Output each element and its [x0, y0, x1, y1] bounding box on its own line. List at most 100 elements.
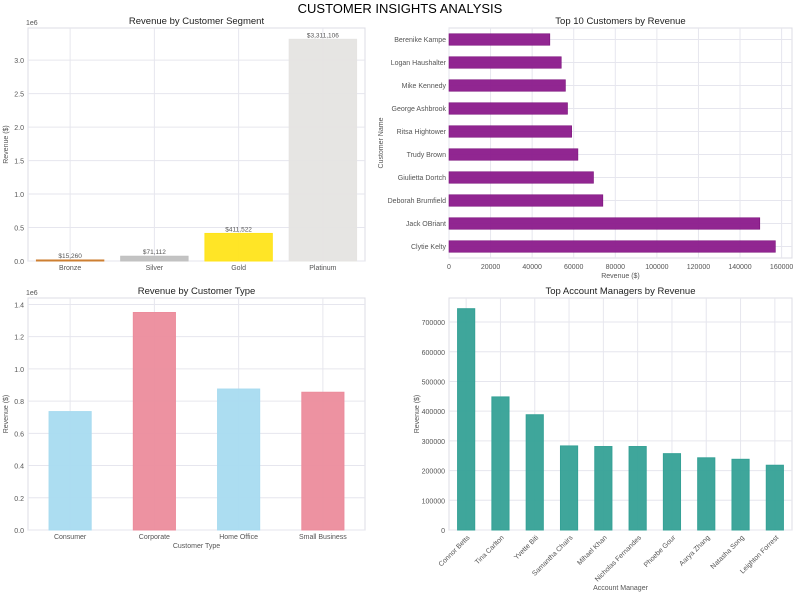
bar — [594, 446, 613, 531]
y-tick-label: Jack OBriant — [406, 221, 446, 228]
x-tick-label: Aarya Zhang — [678, 534, 711, 567]
chart-1: Top 10 Customers by Revenue 0 20000 40000 60… — [378, 16, 793, 280]
y-tick-label: 0 — [441, 528, 445, 535]
bar — [301, 391, 345, 531]
x-tick-label: Leighton Forrest — [739, 534, 780, 575]
y-tick-label: 1.0 — [14, 367, 24, 374]
x-tick-label: Corporate — [139, 534, 170, 541]
y-tick-label: 3.0 — [14, 58, 24, 65]
x-tick-label: 0 — [447, 264, 451, 271]
y-tick-label: 0.2 — [14, 496, 24, 503]
x-tick-label: 100000 — [645, 264, 668, 271]
x-tick-label: 140000 — [728, 264, 751, 271]
y-axis-label: Revenue ($) — [3, 125, 10, 164]
y-tick-label: 1.0 — [14, 192, 24, 199]
x-tick-label: Mihael Khan — [576, 534, 609, 567]
bar — [448, 102, 568, 115]
y-tick-label: Giulietta Dortch — [398, 175, 446, 182]
y-tick-label: 1.4 — [14, 302, 24, 309]
y-tick-label: 1.2 — [14, 335, 24, 342]
y-tick-label: 0.4 — [14, 464, 24, 471]
offset-label: 1e6 — [26, 20, 38, 27]
y-tick-label: Mike Kennedy — [402, 83, 447, 90]
x-tick-label: Phoebe Gour — [643, 534, 678, 569]
y-tick-label: 1.5 — [14, 159, 24, 166]
bar — [48, 411, 92, 531]
y-axis-label: Customer Name — [378, 117, 385, 168]
x-tick-label: Connor Betts — [438, 534, 472, 568]
y-tick-label: 2.0 — [14, 125, 24, 132]
y-tick-label: Berenike Kampe — [394, 37, 446, 44]
x-tick-label: Tina Carlton — [474, 534, 506, 566]
x-axis-label: Account Manager — [593, 585, 649, 592]
bar — [448, 148, 579, 161]
y-tick-label: 2.5 — [14, 92, 24, 99]
bar — [288, 38, 358, 262]
y-tick-label: 0.0 — [14, 528, 24, 535]
bar — [765, 464, 784, 531]
bar — [204, 232, 273, 262]
bar — [731, 458, 750, 531]
figure-title: CUSTOMER INSIGHTS ANALYSIS — [298, 1, 503, 16]
data-label: $3,311,106 — [307, 32, 339, 39]
x-tick-label: Consumer — [54, 534, 87, 541]
bar — [457, 308, 476, 531]
y-axis-label: Revenue ($) — [414, 395, 421, 434]
y-tick-label: 600000 — [422, 350, 445, 357]
data-label: $15,260 — [58, 253, 82, 260]
y-tick-label: 0.6 — [14, 431, 24, 438]
chart-title: Revenue by Customer Segment — [129, 16, 265, 27]
x-tick-label: 40000 — [522, 264, 542, 271]
x-tick-label: Yvette Biti — [513, 534, 540, 561]
bar — [525, 414, 544, 531]
chart-title: Top Account Managers by Revenue — [546, 286, 696, 297]
y-tick-label: 100000 — [422, 498, 445, 505]
data-label: $71,112 — [143, 249, 166, 256]
y-tick-label: 0.8 — [14, 399, 24, 406]
y-tick-label: Trudy Brown — [407, 152, 447, 159]
bar — [448, 217, 761, 230]
x-tick-label: Small Business — [299, 534, 347, 541]
chart-3: Top Account Managers by Revenue 0 100000 20… — [414, 286, 793, 592]
bar — [448, 33, 551, 46]
y-axis-label: Revenue ($) — [3, 395, 10, 434]
bar — [448, 125, 572, 138]
x-tick-label: Natasha Song — [710, 534, 746, 570]
y-tick-label: 200000 — [422, 469, 445, 476]
bar — [448, 171, 594, 184]
y-tick-label: 0.5 — [14, 226, 24, 233]
bar — [120, 255, 189, 262]
x-tick-label: 80000 — [606, 264, 626, 271]
chart-2: Revenue by Customer Type 0.0 0.2 0.4 0.6 0.8 1… — [3, 286, 366, 550]
bar — [628, 446, 647, 531]
bar — [35, 259, 105, 262]
x-tick-label: Bronze — [59, 265, 81, 272]
bar — [491, 396, 510, 531]
y-tick-label: 700000 — [422, 320, 445, 327]
chart-title: Revenue by Customer Type — [138, 286, 256, 297]
x-tick-label: Platinum — [309, 265, 336, 272]
x-tick-label: Home Office — [219, 534, 258, 541]
y-tick-label: 300000 — [422, 439, 445, 446]
bar — [448, 79, 566, 92]
x-tick-label: 20000 — [481, 264, 501, 271]
x-axis-label: Revenue ($) — [601, 273, 640, 280]
offset-label: 1e6 — [26, 290, 38, 297]
bar — [697, 457, 716, 531]
y-tick-label: 0.0 — [14, 259, 24, 266]
chart-title: Top 10 Customers by Revenue — [555, 16, 685, 27]
y-tick-label: Clytie Kelty — [411, 244, 447, 251]
x-tick-label: Gold — [231, 265, 246, 272]
y-tick-label: 400000 — [422, 409, 445, 416]
y-tick-label: 500000 — [422, 379, 445, 386]
bar — [448, 194, 604, 207]
x-axis-label: Customer Type — [173, 543, 220, 550]
bar — [559, 445, 579, 531]
x-tick-label: 120000 — [687, 264, 710, 271]
bar — [217, 388, 261, 531]
data-label: $411,522 — [225, 226, 252, 233]
y-tick-label: Ritsa Hightower — [397, 129, 447, 136]
bar — [662, 453, 682, 531]
chart-0: Revenue by Customer Segment 0.0 0.5 1.0 1.5 2… — [3, 16, 366, 272]
